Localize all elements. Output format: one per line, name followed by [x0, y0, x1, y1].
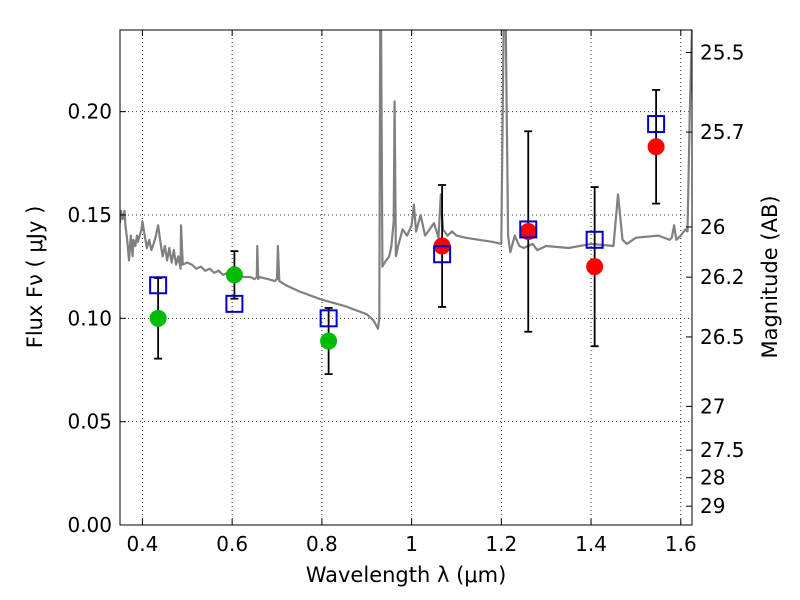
x-tick-label: 1	[405, 532, 418, 556]
y2-tick-label: 29	[700, 494, 725, 518]
x-tick-label: 1.4	[575, 532, 607, 556]
x-axis-label: Wavelength λ (μm)	[306, 563, 507, 587]
model-square	[225, 294, 244, 313]
y2-tick-label: 27.5	[700, 438, 745, 462]
data-point	[225, 266, 243, 284]
model-square	[519, 220, 538, 239]
x-tick-label: 0.6	[216, 532, 248, 556]
y2-tick-label: 26	[700, 215, 725, 239]
y-tick-label: 0.15	[67, 203, 112, 227]
y-tick-label: 0.10	[67, 306, 112, 330]
plot-frame	[119, 29, 693, 526]
y2-tick-label: 28	[700, 466, 725, 490]
plot-area	[120, 30, 692, 376]
y-axis-label: Flux Fν ( μJy )	[23, 206, 47, 349]
model-square	[647, 115, 666, 134]
data-point	[647, 138, 665, 156]
axes-ticks: 0.4 0.6 0.8 1 1.2 1.4 1.6 0.00 0.05 0.10 0.15 0.20 2…	[67, 30, 745, 556]
y-tick-label: 0.05	[67, 410, 112, 434]
y-tick-label: 0.00	[67, 513, 112, 537]
model-square	[149, 276, 168, 295]
x-tick-label: 0.4	[127, 532, 159, 556]
y2-tick-label: 27	[700, 394, 725, 418]
y2-tick-label: 26.5	[700, 325, 745, 349]
spectrum-line	[120, 30, 692, 330]
data-point	[149, 309, 167, 327]
y2-tick-label: 25.5	[700, 41, 745, 65]
data-point	[320, 332, 338, 350]
model-square	[433, 245, 452, 264]
x-tick-label: 1.2	[485, 532, 517, 556]
y2-axis-label: Magnitude (AB)	[758, 195, 782, 358]
x-tick-label: 0.8	[306, 532, 338, 556]
y2-tick-label: 26.2	[700, 265, 745, 289]
model-square	[319, 309, 338, 328]
y-tick-label: 0.20	[67, 100, 112, 124]
y2-tick-label: 25.7	[700, 120, 745, 144]
grid	[120, 30, 692, 526]
data-point	[586, 258, 604, 276]
x-tick-label: 1.6	[665, 532, 697, 556]
model-square	[585, 230, 604, 249]
